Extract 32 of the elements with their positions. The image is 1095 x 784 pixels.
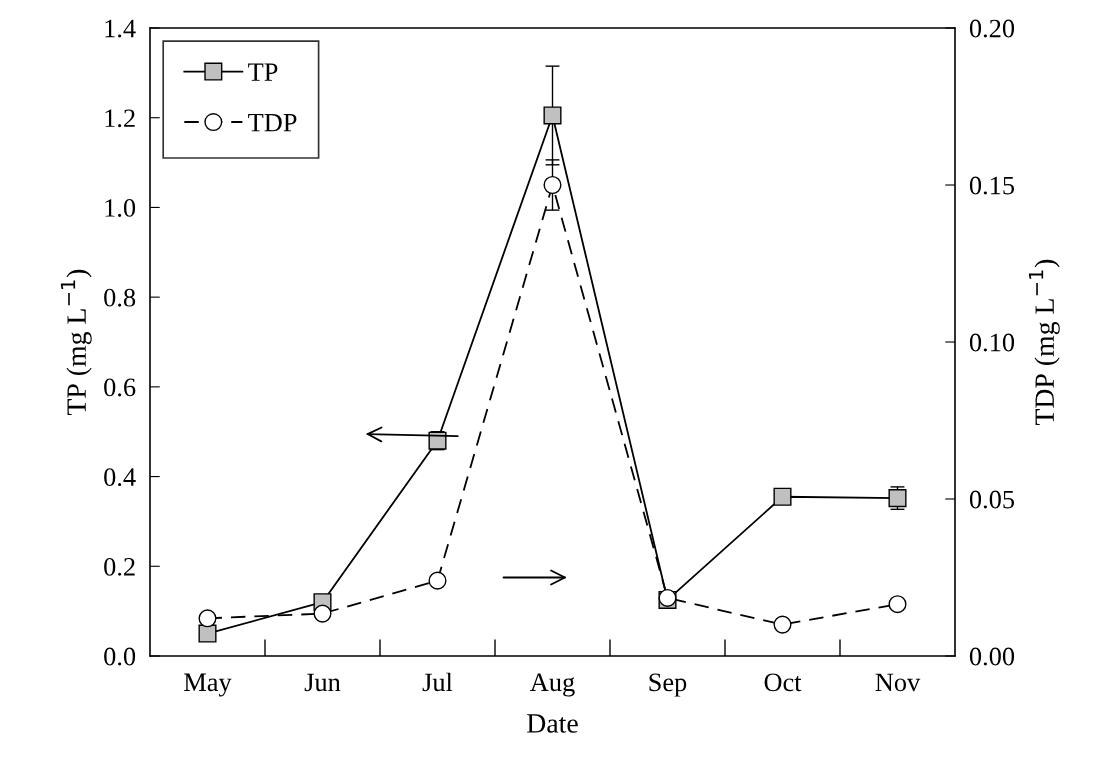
y-tick-label: 1.2 — [105, 109, 135, 128]
point — [198, 624, 217, 643]
y2-tick-label: 0.00 — [969, 647, 1015, 666]
y2-tick-label: 0.10 — [969, 333, 1015, 352]
y-tick-label: 0.6 — [104, 378, 136, 397]
y-tick-label: 0.2 — [104, 557, 135, 576]
point — [198, 609, 217, 628]
x-tick-label: May — [184, 673, 232, 697]
y2-tick-label: 0.05 — [969, 490, 1015, 509]
point — [543, 175, 562, 195]
legend-label: TDP — [248, 113, 297, 132]
y-tick-label: 1.4 — [105, 19, 136, 38]
x-tick-label: Jul — [422, 672, 453, 692]
point — [313, 604, 332, 623]
y-tick-label: 0.8 — [104, 288, 136, 307]
point — [428, 571, 447, 590]
x-tick-label: Nov — [875, 673, 921, 692]
point — [773, 487, 792, 506]
x-axis-title: Date — [527, 714, 578, 733]
point — [543, 106, 562, 125]
y-tick-label: 1.0 — [105, 199, 136, 217]
y2-tick-label: 0.15 — [969, 176, 1015, 195]
x-tick-label: Jun — [304, 673, 341, 692]
x-tick-label: Sep — [649, 673, 687, 697]
legend-label: TP — [248, 63, 278, 81]
y-tick-label: 0.0 — [104, 647, 136, 666]
y2-axis-title: TDP (mg L$^{−1}$) — [1028, 259, 1060, 426]
y-axis-title: TP (mg L$^{−1}$) — [60, 269, 92, 416]
y2-tick-label: 0.20 — [969, 19, 1015, 38]
x-tick-label: Oct — [764, 673, 802, 692]
x-tick-label: Aug — [530, 673, 575, 697]
y-tick-label: 0.4 — [104, 468, 136, 487]
